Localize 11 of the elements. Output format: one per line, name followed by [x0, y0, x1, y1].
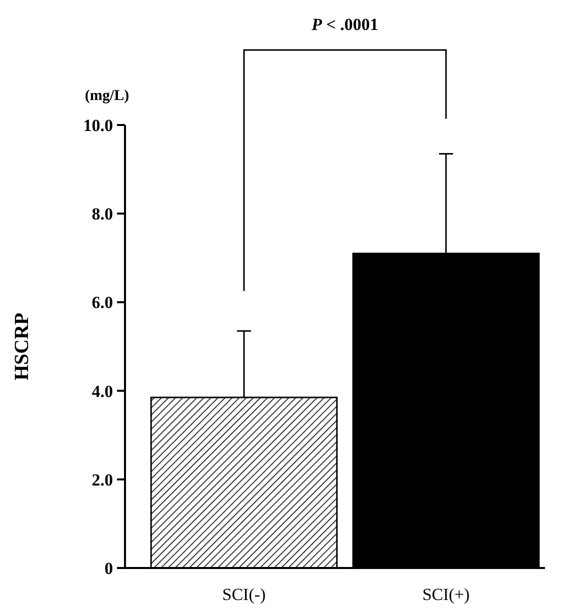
y-tick-label: 0 — [104, 558, 113, 578]
x-tick-label: SCI(+) — [422, 585, 470, 604]
text: (mg/L) — [84, 88, 130, 104]
x-tick-label: SCI(-) — [222, 585, 266, 604]
y-tick-label: 10.0 — [83, 116, 113, 135]
y-tick-label: 4.0 — [92, 382, 113, 401]
y-tick-label: 2.0 — [92, 470, 113, 490]
y-tick-label: 8.0 — [92, 204, 113, 224]
y-axis-title: HSCRP — [11, 312, 33, 380]
y-tick-label: 6.0 — [92, 293, 113, 312]
text: P < .0001 — [310, 15, 378, 34]
